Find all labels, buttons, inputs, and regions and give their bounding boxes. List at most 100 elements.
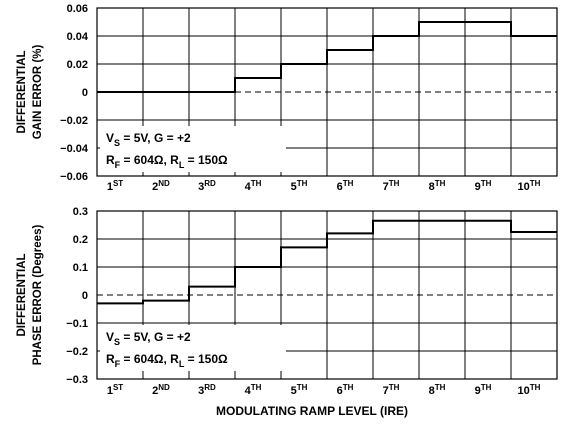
x-tick-superscript: ST [113,179,123,188]
x-tick-label: 10TH [518,383,541,397]
x-tick-number: 3 [198,385,204,397]
x-tick-superscript: TH [297,383,308,392]
y-tick-label: −0.3 [66,374,88,386]
annotation-box [100,325,286,371]
x-tick-superscript: TH [435,383,446,392]
x-tick-number: 9 [475,385,481,397]
y-tick-label: 0 [82,290,88,302]
y-axis-title: DIFFERENTIAL [16,253,28,336]
x-tick-number: 8 [429,181,435,193]
y-tick-label: −0.2 [66,346,88,358]
x-tick-superscript: TH [251,179,262,188]
annotation-line-supply: VS = 5V, G = +2 [106,131,191,148]
x-tick-superscript: TH [481,179,492,188]
x-tick-superscript: TH [389,383,400,392]
annotation-text: V [106,131,114,145]
x-tick-label: 7TH [383,383,400,397]
annotation-text: = 604Ω, R [120,352,179,366]
x-tick-label: 5TH [291,179,308,193]
x-tick-label: 8TH [429,179,446,193]
x-tick-label: 4TH [245,383,262,397]
y-tick-label: 0.02 [67,59,88,71]
x-tick-number: 6 [337,181,343,193]
y-tick-label: 0.04 [67,31,89,43]
x-tick-number: 5 [291,385,297,397]
x-tick-label: 1ST [107,179,123,193]
x-tick-superscript: TH [481,383,492,392]
x-axis-title: MODULATING RAMP LEVEL (IRE) [216,404,408,418]
x-tick-label: 6TH [337,179,354,193]
annotation-subscript: L [179,160,185,170]
x-tick-number: 7 [383,385,389,397]
x-tick-superscript: ST [113,383,123,392]
x-tick-number: 5 [291,181,297,193]
x-tick-number: 1 [107,385,113,397]
y-tick-label: −0.06 [60,171,88,183]
x-tick-number: 2 [152,385,158,397]
annotation-box [100,126,286,172]
annotation-subscript: S [114,337,120,347]
x-tick-label: 2ND [152,383,170,397]
annotation-line-supply: VS = 5V, G = +2 [106,330,191,347]
x-tick-superscript: TH [343,383,354,392]
annotation-text: = 150Ω [184,153,228,167]
y-axis-title: GAIN ERROR (%) [32,45,44,140]
annotation-subscript: F [115,359,121,369]
y-tick-label: −0.04 [60,143,89,155]
x-tick-superscript: TH [530,179,541,188]
x-tick-number: 1 [107,181,113,193]
annotation-text: = 5V, G = +2 [120,131,191,145]
x-tick-number: 2 [152,181,158,193]
annotation-text: R [106,352,115,366]
step-series-line [97,219,557,305]
x-tick-label: 5TH [291,383,308,397]
x-tick-superscript: TH [435,179,446,188]
x-tick-superscript: ND [158,383,170,392]
x-tick-label: 6TH [337,383,354,397]
x-tick-number: 4 [245,385,252,397]
y-axis-title: PHASE ERROR (Degrees) [32,225,44,366]
x-tick-number: 10 [518,385,530,397]
y-tick-label: 0.2 [73,234,88,246]
annotation-text: R [106,153,115,167]
annotation-subscript: S [114,138,120,148]
y-tick-label: 0.06 [67,3,88,15]
annotation-line-resistors: RF = 604Ω, RL = 150Ω [106,352,228,369]
annotation-text: = 604Ω, R [120,153,179,167]
x-tick-label: 2ND [152,179,170,193]
x-tick-label: 8TH [429,383,446,397]
annotation-text: = 5V, G = +2 [120,330,191,344]
x-tick-number: 7 [383,181,389,193]
x-tick-label: 3RD [198,179,216,193]
annotation-text: = 150Ω [184,352,228,366]
x-tick-label: 9TH [475,179,492,193]
x-tick-label: 10TH [518,179,541,193]
x-tick-superscript: TH [389,179,400,188]
x-tick-superscript: TH [530,383,541,392]
x-tick-label: 9TH [475,383,492,397]
chart-panel-1: 0.06 0.04 0.02 0 −0.02 −0.04 −0.06 1ST 2ND 3RD 4TH… [16,3,558,193]
x-tick-number: 9 [475,181,481,193]
x-tick-number: 8 [429,385,435,397]
annotation-line-resistors: RF = 604Ω, RL = 150Ω [106,153,228,170]
annotation-text: V [106,330,114,344]
x-tick-superscript: RD [204,179,216,188]
y-tick-label: −0.1 [66,318,88,330]
x-tick-number: 10 [518,181,530,193]
x-tick-label: 3RD [198,383,216,397]
y-axis-title: DIFFERENTIAL [16,50,28,133]
annotation-subscript: L [179,359,185,369]
x-tick-superscript: ND [158,179,170,188]
x-tick-number: 6 [337,385,343,397]
y-tick-label: 0.3 [73,206,88,218]
y-tick-label: 0 [82,87,88,99]
x-tick-label: 7TH [383,179,400,193]
x-tick-superscript: TH [251,383,262,392]
x-tick-label: 4TH [245,179,262,193]
x-tick-number: 3 [198,181,204,193]
x-tick-superscript: TH [343,179,354,188]
y-tick-label: −0.02 [60,115,88,127]
x-tick-superscript: TH [297,179,308,188]
